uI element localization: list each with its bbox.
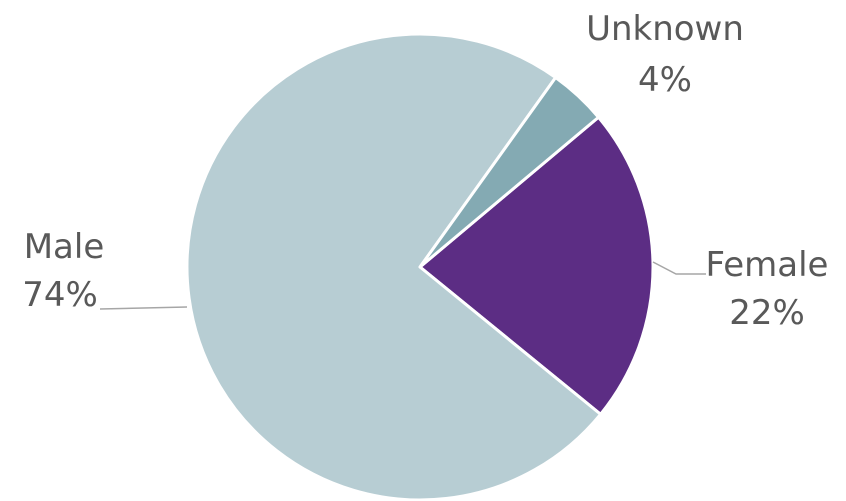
slice-value-unknown: 4% <box>638 60 692 100</box>
slice-label-male: Male <box>24 227 105 267</box>
slice-label-unknown: Unknown <box>586 9 744 49</box>
pie-slice-female <box>418 115 655 416</box>
slice-labels: Male 74% Unknown 4% Female 22% <box>22 9 828 333</box>
slice-label-female-value: 22% <box>729 293 805 333</box>
slice-label-unknown-value: 4% <box>638 60 692 100</box>
pie-slice-male <box>185 32 603 501</box>
slice-value-male: 74% <box>22 275 98 315</box>
leader-lines <box>99 261 706 310</box>
slice-value-female: 22% <box>729 293 805 333</box>
slice-label-female-name: Female <box>706 245 829 285</box>
pie-slices <box>185 32 655 501</box>
slice-label-female: Female <box>706 245 829 285</box>
slice-label-male-name: Male <box>24 227 105 267</box>
slice-label-unknown-name: Unknown <box>586 9 744 49</box>
slice-label-male-value: 74% <box>22 275 98 315</box>
leader-line-male <box>99 306 188 310</box>
pie-slice-unknown <box>418 76 600 269</box>
leader-line-female <box>652 261 706 275</box>
